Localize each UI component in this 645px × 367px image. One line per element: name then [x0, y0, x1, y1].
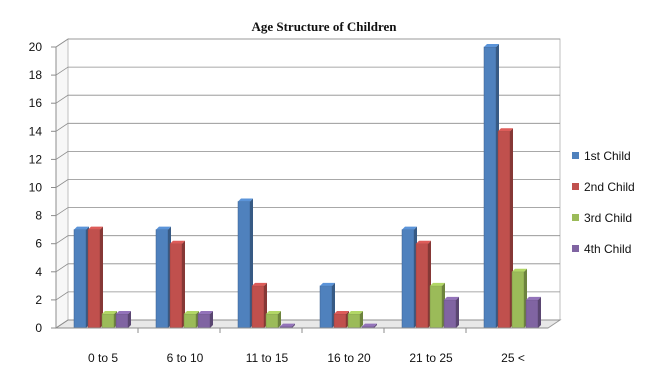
y-tick-label: 0	[35, 321, 42, 335]
legend: 1st Child 2nd Child 3rd Child 4th Child	[572, 149, 635, 256]
gridline	[55, 122, 560, 132]
legend-label: 1st Child	[584, 149, 631, 163]
gridline	[55, 150, 560, 160]
gridline	[55, 94, 560, 104]
bar-3rd-child-3	[265, 310, 281, 329]
gridline	[55, 263, 560, 273]
x-tick-label: 6 to 10	[167, 351, 204, 365]
bar-2nd-child-4	[333, 310, 349, 329]
bar-4th-child-3	[279, 323, 295, 329]
gridline	[55, 235, 560, 245]
gridlines	[55, 38, 560, 329]
bar-3rd-child-2	[183, 310, 199, 329]
bar-4th-child-2	[197, 310, 213, 329]
bar-1st-child-1	[73, 226, 89, 329]
y-tick-label: 10	[29, 181, 43, 195]
bar-3rd-child-1	[101, 310, 117, 329]
gridline	[55, 66, 560, 76]
bar-1st-child-5	[401, 226, 417, 329]
y-tick-label: 18	[29, 68, 43, 82]
y-axis: 0 2 4 6 8 10 12 14 16 18 20	[29, 40, 57, 335]
legend-label: 3rd Child	[584, 211, 632, 225]
legend-swatch	[572, 152, 579, 159]
bars	[73, 44, 541, 329]
gridline	[55, 179, 560, 188]
legend-item-3rd-child: 3rd Child	[572, 211, 632, 225]
x-tick-label: 25 <	[501, 351, 525, 365]
bar-4th-child-4	[361, 323, 377, 329]
bar-1st-child-6	[483, 44, 499, 329]
y-tick-label: 2	[35, 293, 42, 307]
gridline	[55, 291, 560, 301]
legend-label: 2nd Child	[584, 180, 635, 194]
legend-swatch	[572, 214, 579, 221]
bar-2nd-child-2	[169, 240, 185, 329]
bar-1st-child-3	[237, 198, 253, 329]
y-tick-label: 20	[29, 40, 43, 54]
chart-title: Age Structure of Children	[251, 19, 397, 34]
y-tick-label: 6	[35, 237, 42, 251]
gridline	[55, 319, 560, 329]
legend-item-4th-child: 4th Child	[572, 242, 631, 256]
legend-label: 4th Child	[584, 242, 631, 256]
bar-3rd-child-6	[511, 268, 527, 329]
bar-4th-child-6	[525, 296, 541, 329]
bar-1st-child-4	[319, 282, 335, 329]
bar-2nd-child-3	[251, 282, 267, 329]
gridline	[55, 38, 560, 48]
legend-swatch	[572, 245, 579, 252]
bar-2nd-child-5	[415, 240, 431, 329]
y-tick-label: 14	[29, 124, 43, 138]
gridline	[55, 207, 560, 216]
x-tick-label: 16 to 20	[327, 351, 371, 365]
bar-2nd-child-1	[87, 226, 103, 329]
legend-swatch	[572, 183, 579, 190]
y-tick-label: 12	[29, 152, 43, 166]
bar-4th-child-1	[115, 310, 131, 329]
y-tick-label: 4	[35, 265, 42, 279]
x-tick-label: 11 to 15	[246, 351, 289, 365]
bar-1st-child-2	[155, 226, 171, 329]
x-tick-label: 21 to 25	[409, 351, 453, 365]
x-axis: 0 to 5 6 to 10 11 to 15 16 to 20 21 to 25 25 …	[56, 327, 548, 365]
x-tick-label: 0 to 5	[88, 351, 118, 365]
bar-4th-child-5	[443, 296, 459, 329]
legend-item-1st-child: 1st Child	[572, 149, 631, 163]
bar-3rd-child-4	[347, 310, 363, 329]
y-tick-label: 16	[29, 96, 43, 110]
bar-3rd-child-5	[429, 282, 445, 329]
legend-item-2nd-child: 2nd Child	[572, 180, 635, 194]
bar-2nd-child-6	[497, 128, 513, 329]
y-tick-label: 8	[35, 209, 42, 223]
